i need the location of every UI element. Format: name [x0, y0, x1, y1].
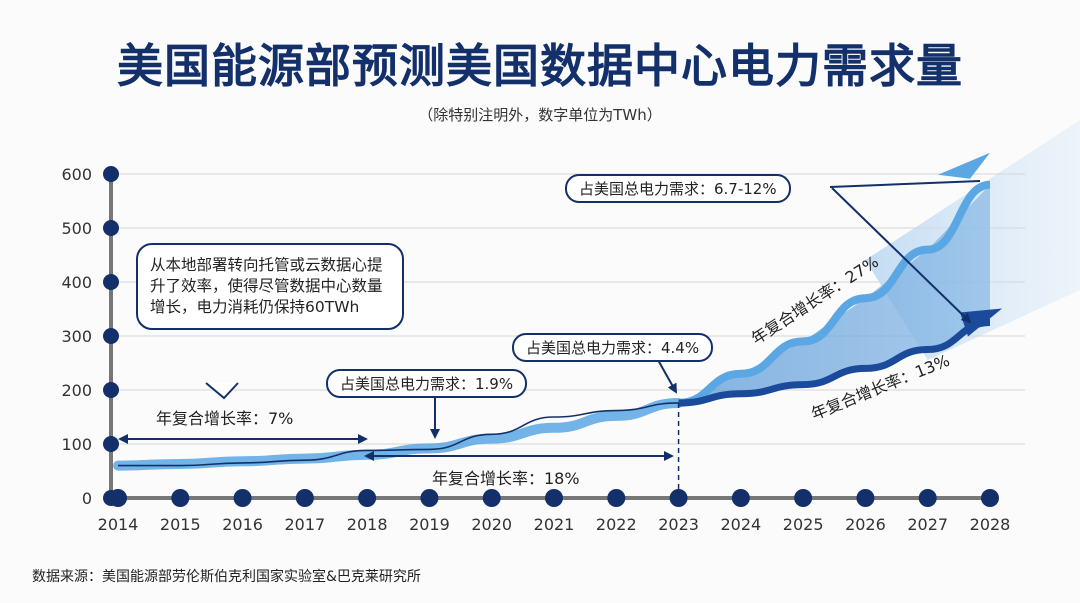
note-tail: [205, 382, 239, 400]
x-tick-dot: [731, 489, 750, 507]
x-tick-label: 2027: [907, 515, 948, 534]
x-tick-label: 2020: [471, 515, 512, 534]
x-tick-label: 2022: [596, 515, 637, 534]
callout-share-2028: 占美国总电力需求：6.7-12%: [565, 174, 791, 203]
chart-title: 美国能源部预测美国数据中心电力需求量: [117, 39, 963, 93]
x-tick-dot: [420, 489, 439, 507]
y-tick-label: 200: [61, 381, 92, 400]
y-tick-label: 300: [61, 327, 92, 346]
x-tick-label: 2019: [409, 515, 450, 534]
x-tick-label: 2018: [347, 515, 388, 534]
x-tick-label: 2021: [534, 515, 575, 534]
y-tick-dot: [103, 436, 119, 452]
y-tick-dot: [103, 328, 119, 344]
x-tick-dot: [918, 489, 937, 507]
x-tick-label: 2025: [783, 515, 824, 534]
y-tick-label: 0: [82, 489, 92, 508]
series-projection-low: [678, 319, 991, 407]
x-tick-label: 2024: [720, 515, 761, 534]
cagr-label-18: 年复合增长率：18%: [432, 469, 580, 488]
y-tick-label: 600: [61, 165, 92, 184]
x-tick-dot: [171, 489, 190, 507]
x-tick-label: 2026: [845, 515, 886, 534]
x-tick-dot: [358, 489, 377, 507]
annotation-note: 从本地部署转向托管或云数据心提升了效率，使得尽管数据中心数量增长，电力消耗仍保持…: [136, 243, 404, 330]
y-tick-dot: [103, 220, 119, 236]
y-tick-label: 500: [61, 219, 92, 238]
chart-subtitle: （除特别注明外，数字单位为TWh）: [418, 106, 662, 124]
x-tick-dot: [856, 489, 875, 507]
x-tick-label: 2023: [658, 515, 699, 534]
y-tick-dot: [103, 382, 119, 398]
y-tick-dot: [103, 274, 119, 290]
x-tick-dot: [482, 489, 501, 507]
series-projection-high: [678, 180, 991, 407]
x-tick-dot: [295, 489, 314, 507]
callout-share-2019: 占美国总电力需求：1.9%: [326, 369, 528, 398]
series-actual-historical: [118, 402, 679, 467]
pointer-2023: [657, 359, 677, 394]
cagr-label-7: 年复合增长率：7%: [156, 409, 293, 428]
x-tick-dot: [607, 489, 626, 507]
x-tick-dot: [981, 489, 999, 507]
x-tick-label: 2017: [284, 515, 325, 534]
x-tick-dot: [669, 489, 688, 507]
x-tick-label: 2014: [98, 515, 139, 534]
y-tick-dot: [103, 166, 119, 182]
x-tick-dot: [233, 489, 252, 507]
callout-share-2023: 占美国总电力需求：4.4%: [512, 333, 714, 362]
x-tick-dot: [109, 489, 127, 507]
y-tick-label: 100: [61, 435, 92, 454]
x-tick-dot: [545, 489, 563, 507]
y-tick-label: 400: [61, 273, 92, 292]
x-tick-label: 2028: [970, 515, 1011, 534]
arrowhead-high: [938, 152, 990, 179]
x-tick-label: 2015: [160, 515, 201, 534]
x-tick-dot: [794, 489, 813, 507]
pointer-2028-high: [829, 180, 981, 188]
x-tick-label: 2016: [222, 515, 263, 534]
data-source: 数据来源：美国能源部劳伦斯伯克利国家实验室&巴克莱研究所: [32, 569, 421, 585]
pointer-2028-low: [831, 187, 972, 324]
